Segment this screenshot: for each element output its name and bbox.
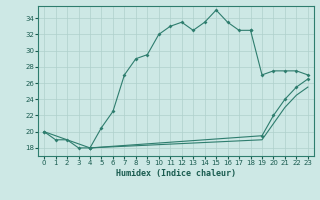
X-axis label: Humidex (Indice chaleur): Humidex (Indice chaleur) (116, 169, 236, 178)
